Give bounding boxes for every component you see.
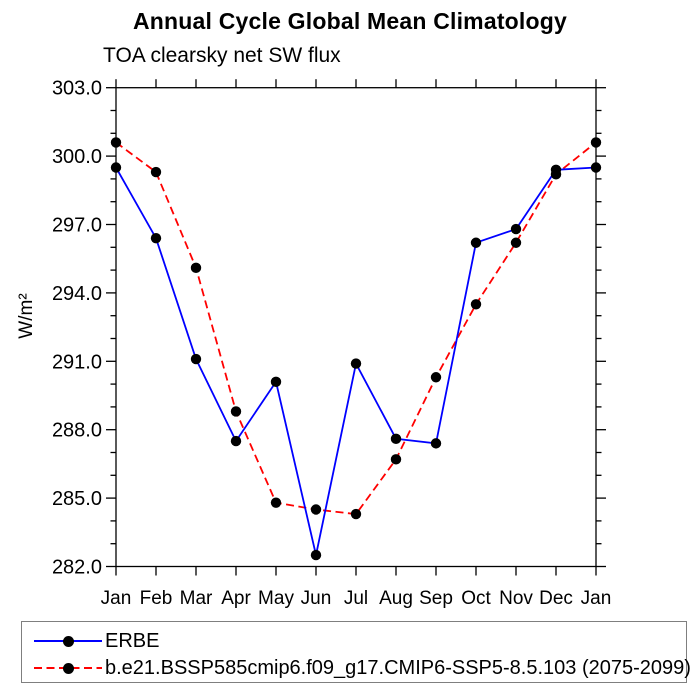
series-line-1 bbox=[115, 141, 597, 516]
x-tick-label: Feb bbox=[140, 588, 173, 609]
series-markers-1 bbox=[110, 137, 602, 520]
x-axis-ticks: Jan Feb Mar Apr May Jun Jul Aug Sep Oct Nov Dec Jan bbox=[101, 79, 612, 609]
y-tick-label: 285.0 bbox=[52, 488, 102, 510]
legend-entry-model: b.e21.BSSP585cmip6.f09_g17.CMIP6-SSP5-8.… bbox=[22, 655, 691, 681]
x-tick-label: Mar bbox=[180, 588, 213, 609]
y-tick-label: 288.0 bbox=[52, 420, 102, 442]
legend-marker-dot bbox=[62, 662, 74, 674]
chart-subtitle: TOA clearsky net SW flux bbox=[103, 44, 341, 67]
plot-area: 282.0 285.0 288.0 291.0 294.0 297.0 300.0 303.0… bbox=[52, 78, 612, 609]
x-tick-label: Jan bbox=[581, 588, 612, 609]
legend-label-erbe: ERBE bbox=[105, 629, 160, 652]
chart-title: Annual Cycle Global Mean Climatology bbox=[132, 8, 568, 34]
x-tick-label: Aug bbox=[379, 588, 413, 609]
y-tick-label: 294.0 bbox=[52, 283, 102, 305]
legend-marker-dot bbox=[62, 635, 74, 647]
y-tick-label: 300.0 bbox=[52, 146, 102, 168]
x-tick-label: Jul bbox=[344, 588, 368, 609]
legend-entry-erbe: ERBE bbox=[22, 628, 159, 654]
x-tick-label: Sep bbox=[419, 588, 453, 609]
legend-label-model: b.e21.BSSP585cmip6.f09_g17.CMIP6-SSP5-8.… bbox=[105, 656, 691, 679]
y-tick-label: 291.0 bbox=[52, 351, 102, 373]
y-tick-label: 282.0 bbox=[52, 557, 102, 579]
x-tick-label: Dec bbox=[539, 588, 573, 609]
x-tick-label: Oct bbox=[461, 588, 491, 609]
plot-border bbox=[115, 87, 597, 568]
series-markers-0 bbox=[110, 162, 602, 561]
legend-line-sample-dashed bbox=[34, 661, 102, 675]
x-tick-label: Jan bbox=[101, 588, 132, 609]
y-axis-ticks: 282.0 285.0 288.0 291.0 294.0 297.0 300.0 303.0 bbox=[52, 78, 606, 579]
x-tick-label: Nov bbox=[499, 588, 533, 609]
x-tick-label: Apr bbox=[221, 588, 251, 609]
legend-box: ERBE b.e21.BSSP585cmip6.f09_g17.CMIP6-SS… bbox=[21, 621, 691, 683]
y-tick-label: 303.0 bbox=[52, 78, 102, 100]
y-tick-label: 297.0 bbox=[52, 215, 102, 237]
x-tick-label: May bbox=[258, 588, 294, 609]
legend-line-sample-solid bbox=[34, 634, 102, 648]
x-tick-label: Jun bbox=[301, 588, 332, 609]
